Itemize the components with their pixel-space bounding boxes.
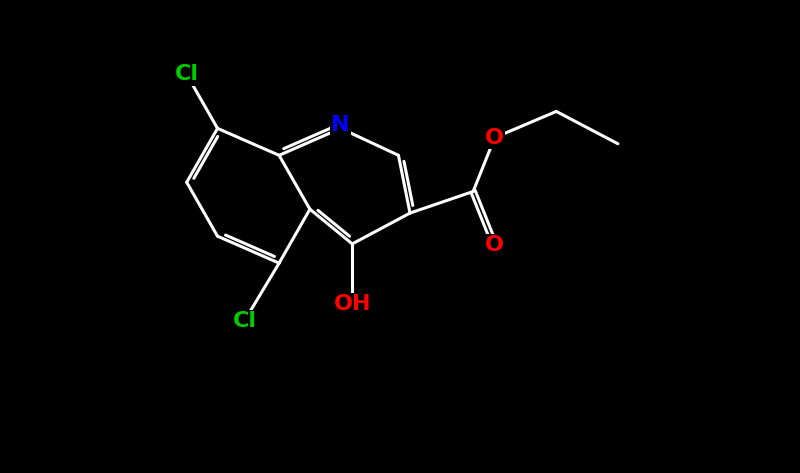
Text: Cl: Cl [174,64,198,85]
Text: Cl: Cl [233,311,257,331]
Text: OH: OH [334,294,371,314]
Text: O: O [485,236,504,255]
Text: O: O [485,128,504,148]
Text: N: N [331,115,350,135]
